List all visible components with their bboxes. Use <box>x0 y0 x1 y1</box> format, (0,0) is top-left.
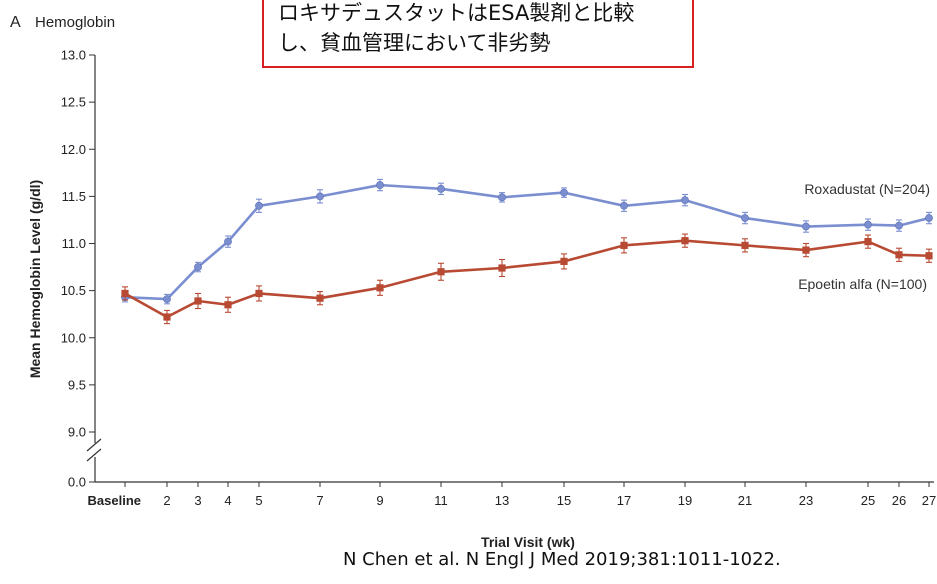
annotation-box: ロキサデュスタットはESA製剤と比較 し、貧血管理において非劣勢 <box>262 0 694 68</box>
y-tick-label: 11.0 <box>62 236 86 251</box>
data-point <box>498 264 506 272</box>
x-tick-label: 3 <box>194 493 201 508</box>
y-tick-label: 11.5 <box>62 189 86 204</box>
x-tick-label: 25 <box>861 493 875 508</box>
data-point <box>316 192 324 201</box>
axes <box>86 55 934 483</box>
x-tick-label: 2 <box>163 493 170 508</box>
x-tick-label: 7 <box>316 493 323 508</box>
y-ticks: 0.0 9.0 9.5 10.0 10.5 11.0 11.5 12.0 12.5 13.0 <box>61 48 95 490</box>
x-tick-label: 11 <box>434 493 448 508</box>
y-tick-label: 0.0 <box>68 475 86 490</box>
x-tick-label: 21 <box>738 493 752 508</box>
x-tick-label: 17 <box>617 493 631 508</box>
x-tick-label: 23 <box>799 493 813 508</box>
data-point <box>620 241 628 249</box>
data-point <box>741 241 749 249</box>
data-point <box>194 263 202 271</box>
series-epoetin-alfa <box>121 233 933 325</box>
y-tick-label: 12.5 <box>61 95 86 110</box>
x-tick-label: 26 <box>892 493 906 508</box>
y-tick-label: 9.5 <box>68 377 86 392</box>
y-tick-label: 10.5 <box>61 283 86 298</box>
y-tick-label: 13.0 <box>61 48 86 63</box>
x-tick-label: 4 <box>224 493 231 508</box>
data-point <box>376 284 384 292</box>
data-point <box>895 221 903 230</box>
data-point <box>620 201 628 210</box>
data-point <box>864 220 872 229</box>
x-tick-label: 5 <box>255 493 262 508</box>
data-point <box>163 295 171 304</box>
data-point <box>194 297 202 305</box>
x-tick-label: 19 <box>678 493 692 508</box>
data-point <box>681 237 689 245</box>
data-point <box>224 237 232 246</box>
data-point <box>224 301 232 309</box>
data-point <box>925 214 933 222</box>
series-label-roxadustat: Roxadustat (N=204) <box>804 181 930 197</box>
data-point <box>802 246 810 254</box>
citation: N Chen et al. N Engl J Med 2019;381:1011… <box>343 549 781 570</box>
data-point <box>316 294 324 302</box>
y-tick-label: 10.0 <box>61 330 86 345</box>
axis-break-mark <box>86 438 102 452</box>
series-roxadustat <box>121 178 933 305</box>
data-point <box>741 214 749 222</box>
data-point <box>121 289 129 298</box>
data-point <box>681 196 689 205</box>
x-axis-label: Trial Visit (wk) <box>481 534 575 550</box>
annotation-line-1: ロキサデュスタットはESA製剤と比較 <box>278 1 635 25</box>
annotation-line-2: し、貧血管理において非劣勢 <box>278 31 551 55</box>
data-point <box>255 289 263 298</box>
data-point <box>255 201 263 210</box>
x-tick-label: 9 <box>376 493 383 508</box>
axis-break-gap <box>87 443 103 457</box>
x-tick-label: 27 <box>922 493 936 508</box>
axis-break-mark <box>86 448 102 462</box>
data-point <box>498 193 506 202</box>
x-tick-label: Baseline <box>88 493 141 508</box>
data-point <box>437 184 445 193</box>
series-label-epoetin-alfa: Epoetin alfa (N=100) <box>798 276 927 292</box>
data-point <box>163 313 171 321</box>
y-axis-label: Mean Hemoglobin Level (g/dl) <box>27 180 43 378</box>
data-point <box>895 251 903 259</box>
panel-letter: A <box>10 14 21 31</box>
data-point <box>864 238 872 246</box>
y-tick-label: 12.0 <box>61 142 86 157</box>
data-point <box>376 181 384 189</box>
data-point <box>925 252 933 260</box>
data-point <box>802 222 810 231</box>
x-tick-label: 13 <box>495 493 509 508</box>
chart-title: Hemoglobin <box>35 14 115 31</box>
y-tick-label: 9.0 <box>68 425 86 440</box>
x-tick-label: 15 <box>557 493 571 508</box>
data-point <box>437 268 445 276</box>
data-point <box>560 257 568 266</box>
data-point <box>560 188 568 197</box>
series-layer <box>121 178 933 325</box>
x-ticks: Baseline 2 3 4 5 7 9 11 13 15 17 19 21 23 25 26 27 <box>88 482 936 508</box>
